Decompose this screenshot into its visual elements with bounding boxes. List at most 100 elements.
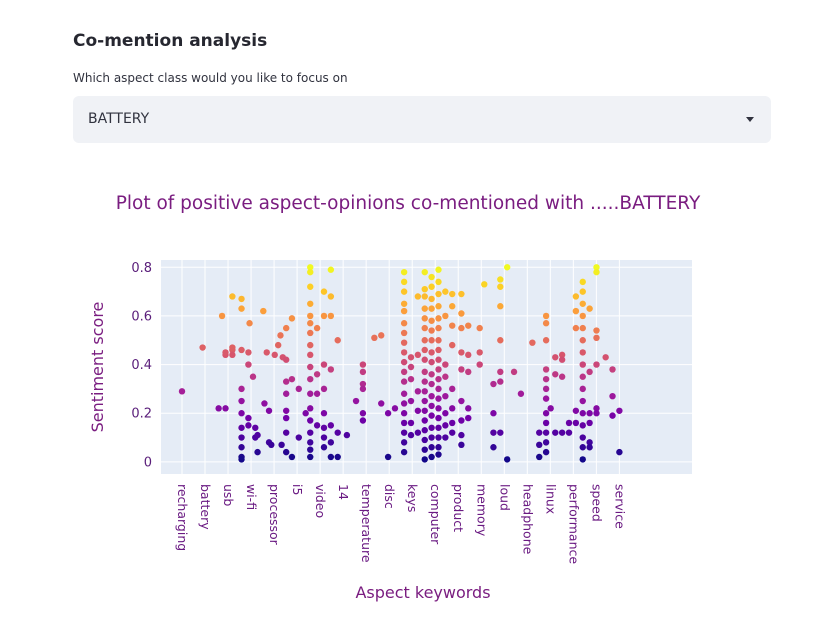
data-point bbox=[229, 293, 236, 300]
data-point bbox=[435, 324, 442, 332]
data-point bbox=[378, 332, 385, 339]
data-point bbox=[421, 268, 428, 276]
data-point bbox=[400, 339, 408, 346]
data-point bbox=[282, 429, 290, 436]
data-point bbox=[421, 427, 428, 434]
data-point bbox=[400, 400, 408, 407]
data-point bbox=[579, 312, 586, 320]
x-ticks: recharging battery usb wi-fi processor i5 vide… bbox=[175, 484, 627, 564]
data-point bbox=[307, 312, 314, 320]
data-point bbox=[254, 448, 261, 456]
data-point bbox=[327, 293, 335, 300]
data-point bbox=[579, 385, 586, 393]
data-point bbox=[435, 444, 442, 451]
data-point bbox=[378, 400, 385, 407]
data-point bbox=[602, 354, 609, 361]
data-point bbox=[536, 453, 543, 461]
data-point bbox=[359, 417, 367, 424]
data-point bbox=[334, 453, 341, 461]
data-point bbox=[490, 410, 497, 417]
data-point bbox=[400, 378, 408, 385]
data-point bbox=[542, 366, 550, 373]
data-point bbox=[428, 392, 435, 400]
data-point bbox=[593, 268, 600, 276]
data-point bbox=[282, 407, 290, 414]
data-point bbox=[421, 446, 428, 453]
data-point bbox=[616, 448, 623, 456]
data-point bbox=[449, 385, 456, 393]
data-point bbox=[249, 373, 257, 380]
data-point bbox=[218, 312, 226, 320]
x-tick-label: video bbox=[313, 484, 328, 518]
data-point bbox=[586, 419, 593, 427]
data-point bbox=[400, 390, 408, 397]
data-point bbox=[421, 324, 428, 332]
data-point bbox=[435, 278, 442, 286]
data-point bbox=[421, 368, 428, 376]
data-point bbox=[609, 412, 616, 419]
data-point bbox=[282, 378, 290, 385]
x-tick-label: usb bbox=[221, 484, 236, 506]
data-point bbox=[435, 395, 442, 402]
data-point bbox=[261, 400, 268, 407]
data-point bbox=[579, 349, 586, 356]
data-point bbox=[400, 320, 408, 327]
data-point bbox=[421, 456, 428, 463]
data-point bbox=[245, 349, 252, 356]
data-point bbox=[497, 378, 504, 385]
data-point bbox=[400, 439, 408, 446]
data-point bbox=[435, 366, 442, 373]
data-point bbox=[435, 346, 442, 354]
data-point bbox=[222, 405, 229, 412]
data-point bbox=[421, 436, 428, 444]
data-point bbox=[421, 337, 428, 344]
data-point bbox=[407, 363, 415, 371]
data-point bbox=[542, 337, 550, 344]
data-point bbox=[449, 303, 456, 310]
data-point bbox=[558, 356, 566, 363]
data-point bbox=[359, 385, 367, 393]
x-tick-label: memory bbox=[474, 484, 489, 537]
data-point bbox=[400, 410, 408, 417]
data-point bbox=[320, 424, 328, 431]
data-point bbox=[265, 407, 273, 414]
data-point bbox=[586, 444, 593, 451]
data-point bbox=[307, 405, 314, 412]
chevron-down-icon[interactable] bbox=[746, 117, 754, 122]
data-point bbox=[421, 417, 428, 424]
data-point bbox=[263, 349, 270, 356]
data-point bbox=[414, 293, 422, 300]
data-point bbox=[579, 410, 586, 417]
data-point bbox=[320, 288, 328, 295]
data-point bbox=[238, 444, 245, 451]
data-point bbox=[552, 354, 559, 361]
data-point bbox=[542, 375, 550, 383]
data-point bbox=[421, 346, 428, 354]
data-point bbox=[307, 268, 314, 276]
data-point bbox=[449, 322, 456, 329]
data-point bbox=[558, 351, 566, 359]
data-point bbox=[407, 431, 415, 439]
data-point bbox=[565, 429, 573, 436]
data-point bbox=[572, 293, 580, 300]
data-point bbox=[449, 290, 456, 298]
x-tick-label: service bbox=[612, 484, 627, 529]
data-point bbox=[579, 373, 586, 380]
data-point bbox=[481, 281, 488, 288]
data-point bbox=[307, 439, 314, 446]
x-tick-label: keys bbox=[405, 484, 420, 512]
data-point bbox=[435, 434, 442, 441]
data-point bbox=[407, 354, 415, 361]
data-point bbox=[384, 453, 392, 461]
y-tick-label: 0.8 bbox=[131, 261, 152, 276]
data-point bbox=[271, 351, 278, 359]
data-point bbox=[307, 283, 314, 290]
chart-title: Plot of positive aspect-opinions co-ment… bbox=[116, 193, 701, 214]
data-point bbox=[435, 290, 442, 298]
data-point bbox=[238, 305, 245, 312]
data-point bbox=[327, 422, 335, 429]
aspect-class-select[interactable]: BATTERY bbox=[73, 96, 771, 143]
data-point bbox=[476, 349, 483, 356]
data-point bbox=[442, 422, 449, 429]
data-point bbox=[542, 419, 550, 427]
